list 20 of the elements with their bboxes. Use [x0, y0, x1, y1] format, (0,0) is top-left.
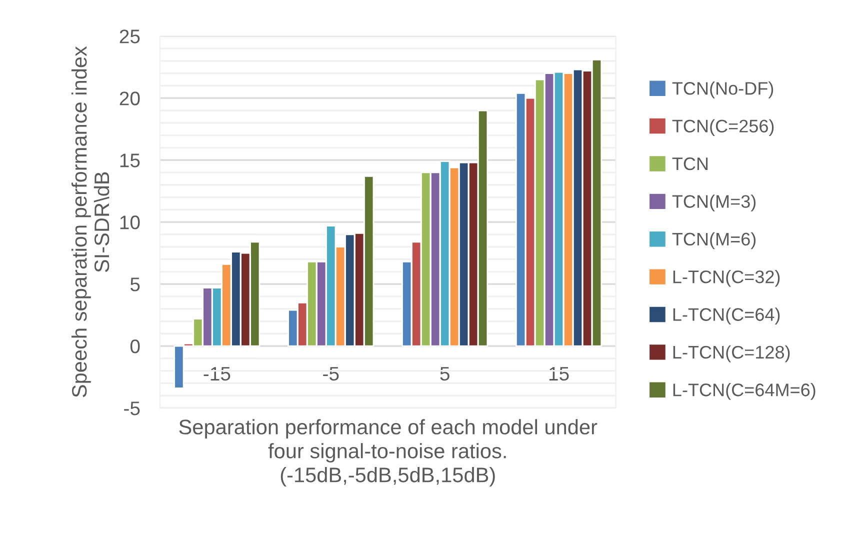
legend-label: L-TCN(C=128) — [673, 345, 790, 362]
y-tick-label: 10 — [120, 216, 140, 230]
y-tick-label: 20 — [120, 92, 140, 106]
legend-label: TCN(M=3) — [672, 194, 756, 212]
legend-label: TCN — [672, 157, 708, 170]
legend-label: TCN(C=256) — [672, 119, 774, 136]
y-tick-label: -5 — [124, 402, 140, 416]
y-axis-title: Speech separation performance index SI-SDR\dB — [71, 46, 110, 398]
y-tick-label: 0 — [130, 340, 140, 354]
x-tick-label: 5 — [440, 367, 450, 381]
legend-label: L-TCN(C=32) — [673, 270, 780, 287]
y-tick-label: 25 — [120, 30, 140, 44]
legend-label: L-TCN(C=64M=6) — [673, 383, 816, 400]
legend-label: L-TCN(C=64) — [673, 308, 780, 324]
x-tick-label: -5 — [323, 367, 339, 381]
x-axis-title: Separation performance of each model under four signal-to-noise ratios. (-15dB,-5dB,5dB,15dB) — [179, 419, 598, 486]
y-tick-label: 15 — [120, 154, 140, 168]
y-tick-label: 5 — [130, 278, 140, 292]
legend-label: TCN(No-DF) — [672, 82, 774, 98]
legend-label: TCN(M=6) — [672, 232, 756, 250]
